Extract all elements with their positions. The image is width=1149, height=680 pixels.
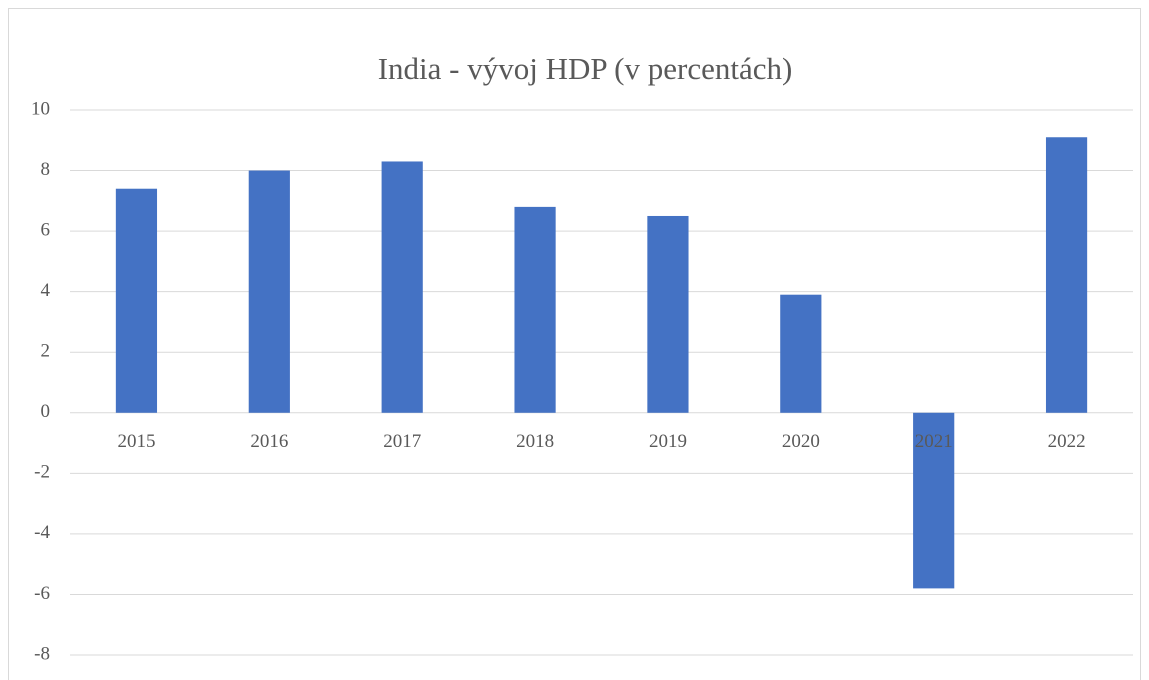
x-tick-label: 2021 xyxy=(915,431,953,452)
y-tick-label: 4 xyxy=(41,280,51,301)
x-tick-label: 2022 xyxy=(1048,431,1086,452)
bar xyxy=(780,294,822,413)
x-tick-label: 2020 xyxy=(782,431,820,452)
y-tick-label: 6 xyxy=(41,219,51,240)
bar xyxy=(381,161,423,413)
y-tick-label: 8 xyxy=(41,159,51,180)
y-tick-label: -4 xyxy=(34,522,50,543)
x-tick-label: 2016 xyxy=(250,431,288,452)
x-tick-label: 2015 xyxy=(117,431,155,452)
chart-border xyxy=(8,8,1141,680)
bar xyxy=(115,188,158,413)
bar xyxy=(248,170,290,413)
bar xyxy=(514,206,556,413)
y-tick-label: 0 xyxy=(41,401,51,422)
chart-title: India - vývoj HDP (v percentách) xyxy=(378,51,793,86)
y-tick-label: -2 xyxy=(34,462,50,483)
x-tick-label: 2019 xyxy=(649,431,687,452)
y-tick-label: 10 xyxy=(31,98,50,119)
bar xyxy=(1045,137,1088,413)
y-tick-label: -8 xyxy=(34,643,50,664)
y-tick-label: 2 xyxy=(41,341,51,362)
x-tick-label: 2018 xyxy=(516,431,554,452)
bar xyxy=(647,215,689,413)
y-tick-label: -6 xyxy=(34,583,50,604)
x-tick-label: 2017 xyxy=(383,431,421,452)
bar xyxy=(913,412,955,589)
